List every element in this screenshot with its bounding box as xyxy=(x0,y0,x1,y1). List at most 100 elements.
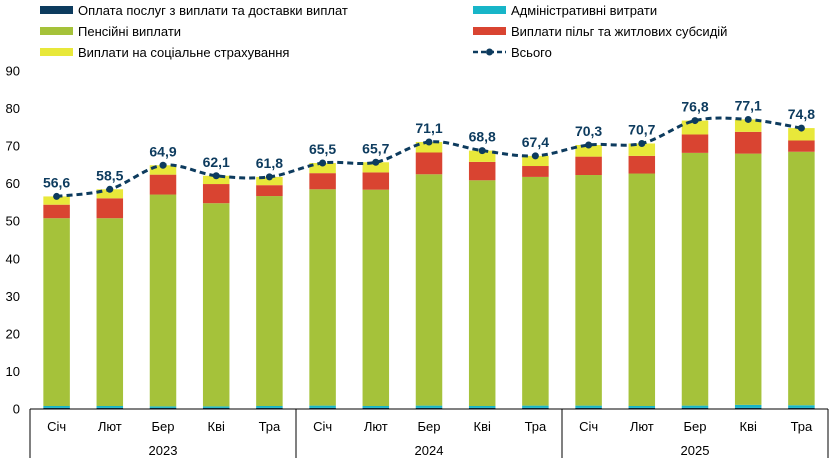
bar-segment-3 xyxy=(43,204,70,219)
total-point xyxy=(531,152,539,160)
legend-label-total: Всього xyxy=(511,45,552,60)
legend-swatch-4 xyxy=(40,48,73,56)
x-tick-label: Тра xyxy=(525,419,547,434)
bar-segment-1 xyxy=(362,405,390,408)
bar-segment-0 xyxy=(788,407,815,409)
total-point xyxy=(53,192,61,200)
bar-segment-2 xyxy=(522,176,549,406)
x-group-label: 2025 xyxy=(681,443,710,458)
bar-segment-4 xyxy=(415,141,443,153)
x-group-label: 2023 xyxy=(149,443,178,458)
bar-segment-1 xyxy=(202,406,230,408)
bar-segment-4 xyxy=(628,143,656,156)
bar-segment-4 xyxy=(309,163,336,174)
total-data-label: 56,6 xyxy=(43,174,70,190)
y-tick-label: 50 xyxy=(6,214,20,229)
y-tick-label: 70 xyxy=(6,139,20,154)
x-tick-label: Лют xyxy=(98,419,122,434)
bar-segment-2 xyxy=(468,180,496,406)
bar-segment-1 xyxy=(149,406,177,408)
y-tick-label: 0 xyxy=(13,402,20,417)
y-tick-label: 30 xyxy=(6,289,20,304)
bar-segment-0 xyxy=(309,407,336,409)
y-tick-label: 10 xyxy=(6,364,20,379)
x-tick-label: Тра xyxy=(259,419,281,434)
bar-segment-1 xyxy=(788,405,815,408)
total-data-label: 68,8 xyxy=(469,129,496,145)
bar-segment-1 xyxy=(256,405,283,408)
total-data-label: 71,1 xyxy=(415,120,442,136)
bar-segment-3 xyxy=(202,184,230,204)
legend-label-2: Пенсійні виплати xyxy=(78,24,181,39)
bar-segment-0 xyxy=(575,407,602,409)
x-axis: Січ Лют Бер Кві Тра Січ Лют Бер Кві Тра Січ Лют Бер К… xyxy=(29,408,829,458)
bar-segment-1 xyxy=(628,405,656,408)
bar-segment-0 xyxy=(681,407,709,409)
legend-label-3: Виплати пільг та житлових субсидій xyxy=(511,24,727,39)
total-point xyxy=(478,147,486,155)
total-data-label: 62,1 xyxy=(203,154,230,170)
legend-swatch-0 xyxy=(40,6,73,14)
legend-label-1: Адміністративні витрати xyxy=(511,3,657,18)
bar-segment-2 xyxy=(734,153,762,405)
bar-segment-4 xyxy=(256,176,283,186)
total-data-label: 74,8 xyxy=(788,106,815,122)
bar-segment-1 xyxy=(43,405,70,408)
bar-segment-3 xyxy=(415,152,443,175)
total-point xyxy=(585,141,593,149)
total-data-label: 65,5 xyxy=(309,141,336,157)
bar-segment-2 xyxy=(415,174,443,406)
bar-segment-2 xyxy=(309,189,336,406)
y-tick-label: 80 xyxy=(6,101,20,116)
bar-segment-2 xyxy=(256,196,283,406)
bar-segment-2 xyxy=(681,152,709,406)
total-data-label: 67,4 xyxy=(522,134,549,150)
bar-segment-1 xyxy=(96,405,124,408)
bar-segment-4 xyxy=(202,175,230,185)
x-tick-label: Січ xyxy=(579,419,598,434)
total-point xyxy=(372,158,380,166)
y-tick-label: 90 xyxy=(6,64,20,79)
legend-label-4: Виплати на соціальне страхування xyxy=(78,45,289,60)
bar-segment-1 xyxy=(681,405,709,408)
x-tick-label: Січ xyxy=(47,419,66,434)
x-tick-label: Лют xyxy=(364,419,388,434)
bar-segment-0 xyxy=(149,407,177,409)
total-point xyxy=(212,172,220,180)
bar-segment-0 xyxy=(415,407,443,409)
y-tick-label: 60 xyxy=(6,176,20,191)
bar-segment-3 xyxy=(256,185,283,197)
bar-segment-1 xyxy=(522,405,549,408)
bar-segment-2 xyxy=(788,151,815,406)
bar-segment-4 xyxy=(96,189,124,199)
bar-segment-0 xyxy=(734,407,762,409)
x-tick-label: Кві xyxy=(474,419,491,434)
bar-segment-0 xyxy=(628,407,656,409)
total-data-label: 77,1 xyxy=(735,97,762,113)
x-tick-label: Кві xyxy=(740,419,757,434)
bar-segment-3 xyxy=(468,161,496,181)
y-tick-label: 20 xyxy=(6,326,20,341)
bar-segment-4 xyxy=(362,162,390,173)
bar-segment-2 xyxy=(362,189,390,406)
total-data-label: 70,3 xyxy=(575,123,602,139)
bar-segment-3 xyxy=(628,155,656,174)
bar-segment-0 xyxy=(256,407,283,409)
x-tick-label: Тра xyxy=(791,419,813,434)
bar-segment-0 xyxy=(522,407,549,409)
bar-segment-3 xyxy=(309,173,336,190)
total-data-label: 64,9 xyxy=(149,143,176,159)
bar-segment-1 xyxy=(734,404,762,408)
y-axis: 0 10 20 30 40 50 60 70 80 90 xyxy=(6,64,20,417)
bar-segment-1 xyxy=(415,405,443,408)
bar-segment-1 xyxy=(309,405,336,408)
bar-segment-2 xyxy=(575,175,602,406)
bar-segment-0 xyxy=(468,407,496,409)
total-point xyxy=(425,138,433,146)
bar-segment-0 xyxy=(362,407,390,409)
total-data-label: 58,5 xyxy=(96,167,123,183)
bar-segment-4 xyxy=(575,144,602,157)
bar-segment-4 xyxy=(149,165,177,175)
bar-segment-4 xyxy=(788,128,815,141)
